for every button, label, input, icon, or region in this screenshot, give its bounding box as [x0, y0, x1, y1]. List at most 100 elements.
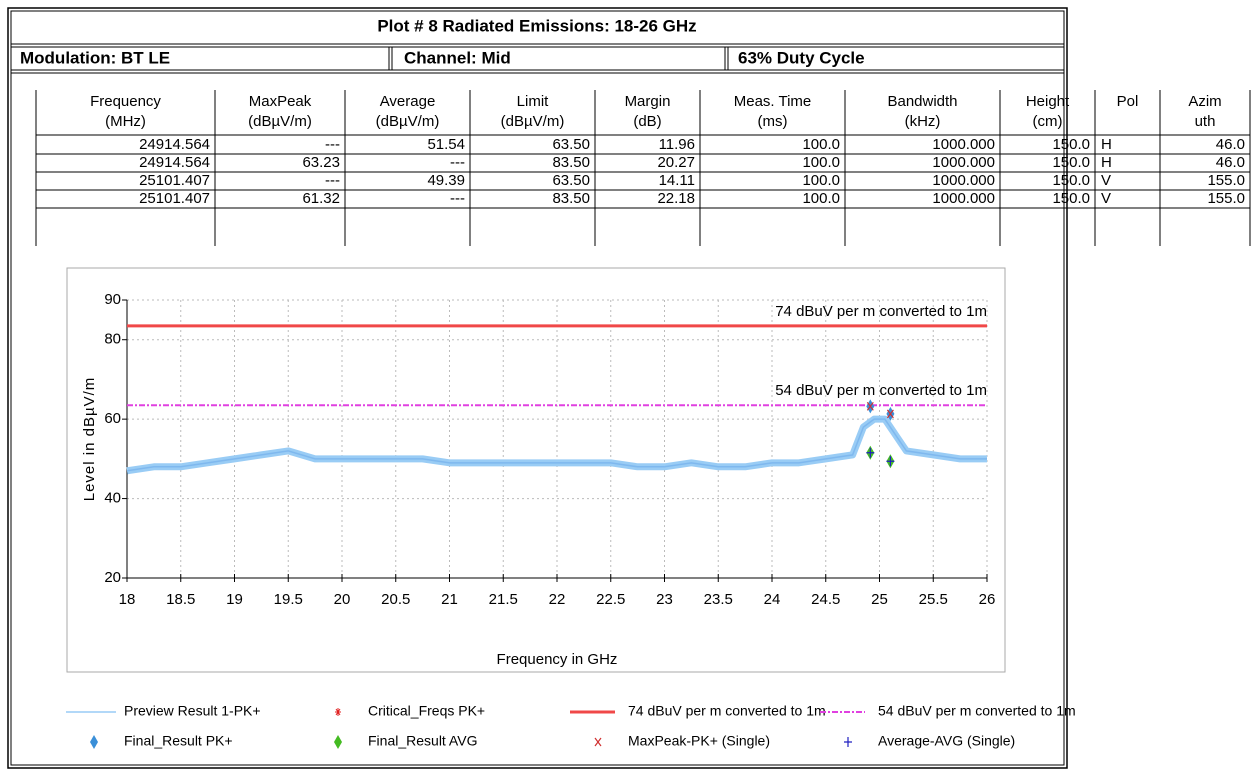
legend-label: Preview Result 1-PK+ — [124, 703, 261, 719]
table-cell: 150.0 — [1052, 190, 1090, 207]
table-cell: 24914.564 — [139, 154, 210, 171]
table-header: Azim — [1188, 93, 1221, 110]
x-tick-label: 24.5 — [811, 591, 840, 608]
table-cell: 150.0 — [1052, 136, 1090, 153]
x-tick-label: 25.5 — [919, 591, 948, 608]
table-cell: 100.0 — [802, 172, 840, 189]
marker — [886, 409, 894, 419]
table-cell: 22.18 — [657, 190, 695, 207]
table-cell: 11.96 — [659, 136, 695, 153]
table-cell: --- — [325, 136, 340, 153]
legend-label: Average-AVG (Single) — [878, 733, 1015, 749]
table-header: Pol — [1117, 93, 1139, 110]
table-cell: 51.54 — [427, 136, 465, 153]
table-cell: 1000.000 — [932, 172, 995, 189]
table-cell: 14.11 — [659, 172, 695, 189]
table-header: Frequency — [90, 93, 161, 110]
x-tick-label: 21 — [441, 591, 458, 608]
table-header: (dBµV/m) — [248, 113, 312, 130]
x-tick-label: 18 — [119, 591, 136, 608]
y-tick-label: 80 — [104, 331, 121, 348]
table-cell: 1000.000 — [932, 136, 995, 153]
y-tick-label: 90 — [104, 291, 121, 308]
table-cell: 63.50 — [552, 136, 590, 153]
table-header: (dB) — [633, 113, 661, 130]
marker — [866, 447, 875, 458]
table-cell: 100.0 — [802, 154, 840, 171]
table-cell: 25101.407 — [139, 190, 210, 207]
info: Modulation: BT LE — [20, 48, 170, 67]
y-tick-label: 40 — [104, 490, 121, 507]
table-header: Average — [380, 93, 436, 110]
x-tick-label: 19.5 — [274, 591, 303, 608]
table-cell: 24914.564 — [139, 136, 210, 153]
table-cell: 83.50 — [552, 154, 590, 171]
legend-label: Final_Result AVG — [368, 733, 477, 749]
marker — [866, 401, 874, 411]
x-tick-label: 18.5 — [166, 591, 195, 608]
legend-label: Final_Result PK+ — [124, 733, 233, 749]
table-cell: 46.0 — [1216, 136, 1245, 153]
table-cell: V — [1101, 190, 1111, 207]
table-cell: --- — [450, 190, 465, 207]
x-tick-label: 25 — [871, 591, 888, 608]
x-axis-label: Frequency in GHz — [497, 651, 618, 668]
table-cell: 100.0 — [802, 190, 840, 207]
legend-label: 74 dBuV per m converted to 1m — [628, 703, 826, 719]
table-header: Meas. Time — [734, 93, 812, 110]
table-header: MaxPeak — [249, 93, 312, 110]
legend-label: Critical_Freqs PK+ — [368, 703, 485, 719]
table-cell: --- — [450, 154, 465, 171]
table-header: (dBµV/m) — [501, 113, 565, 130]
table-header: (cm) — [1033, 113, 1063, 130]
table-header: (MHz) — [105, 113, 146, 130]
table-cell: V — [1101, 172, 1111, 189]
table-header: (ms) — [758, 113, 788, 130]
table-cell: 155.0 — [1207, 190, 1245, 207]
table-cell: --- — [325, 172, 340, 189]
marker — [335, 708, 341, 716]
table-cell: 63.50 — [552, 172, 590, 189]
title: Plot # 8 Radiated Emissions: 18-26 GHz — [377, 16, 696, 35]
x-tick-label: 20.5 — [381, 591, 410, 608]
frame — [7, 7, 1068, 769]
y-tick-label: 60 — [104, 410, 121, 427]
x-tick-label: 23.5 — [704, 591, 733, 608]
table-header: Bandwidth — [887, 93, 957, 110]
table-cell: 61.32 — [302, 190, 340, 207]
table-cell: H — [1101, 154, 1112, 171]
marker — [90, 735, 98, 749]
table-cell: 155.0 — [1207, 172, 1245, 189]
table-cell: 1000.000 — [932, 154, 995, 171]
table-header: Height — [1026, 93, 1070, 110]
info: 63% Duty Cycle — [738, 48, 865, 67]
x-tick-label: 26 — [979, 591, 996, 608]
table-cell: 150.0 — [1052, 172, 1090, 189]
x-tick-label: 23 — [656, 591, 673, 608]
marker — [594, 737, 602, 747]
table-header: (dBµV/m) — [376, 113, 440, 130]
table-cell: 83.50 — [552, 190, 590, 207]
marker — [334, 735, 342, 749]
trace-core — [126, 418, 987, 472]
limit-label: 74 dBuV per m converted to 1m — [775, 303, 987, 320]
info: Channel: Mid — [404, 48, 511, 67]
table-header: (kHz) — [905, 113, 941, 130]
table-header: uth — [1195, 113, 1216, 130]
table-cell: 150.0 — [1052, 154, 1090, 171]
y-axis-label: Level in dBµV/m — [81, 377, 98, 502]
y-tick-label: 20 — [104, 569, 121, 586]
x-tick-label: 19 — [226, 591, 243, 608]
table-cell: 46.0 — [1216, 154, 1245, 171]
x-tick-label: 22.5 — [596, 591, 625, 608]
x-tick-label: 22 — [549, 591, 566, 608]
x-tick-label: 20 — [334, 591, 351, 608]
frame-inner — [10, 10, 1065, 766]
table-cell: 20.27 — [657, 154, 695, 171]
marker — [844, 737, 852, 747]
table-cell: 25101.407 — [139, 172, 210, 189]
table-cell: H — [1101, 136, 1112, 153]
table-header: Limit — [517, 93, 550, 110]
x-tick-label: 24 — [764, 591, 781, 608]
